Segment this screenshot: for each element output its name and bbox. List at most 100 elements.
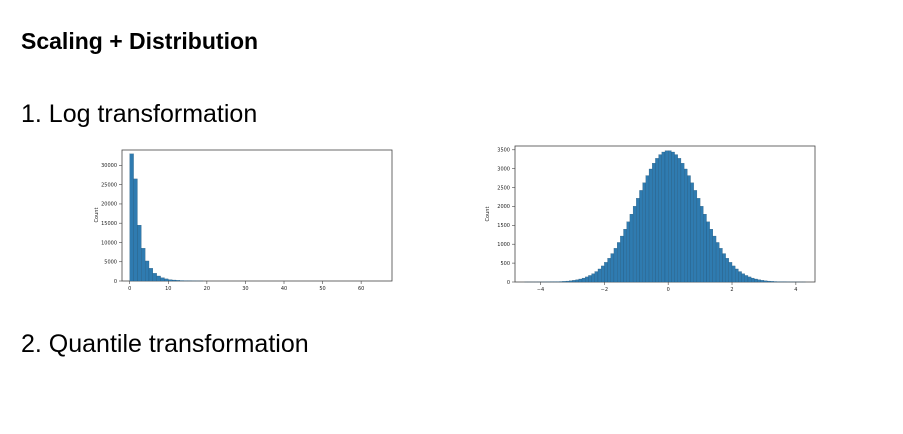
slide-title: Scaling + Distribution	[21, 28, 259, 54]
histogram-bar	[668, 150, 672, 283]
histogram-bar	[767, 280, 771, 283]
histogram-bar	[578, 278, 583, 283]
y-axis-label: Count	[94, 208, 100, 223]
y-tick-label: 30000	[101, 163, 117, 169]
histogram-bar	[175, 280, 180, 282]
y-tick-label: 1000	[497, 242, 510, 248]
y-tick-label: 0	[507, 280, 510, 286]
histogram-bar	[645, 175, 650, 283]
x-tick-label: 40	[281, 286, 287, 292]
histogram-bar	[141, 248, 146, 282]
histogram-bar	[655, 158, 659, 283]
x-tick-label: −2	[601, 287, 608, 293]
histogram-bar	[744, 275, 749, 283]
histogram-bar	[712, 235, 717, 283]
histogram-bar	[636, 198, 640, 283]
y-tick-label: 20000	[101, 202, 117, 208]
histogram-bar	[137, 225, 142, 282]
histogram-bar	[581, 277, 586, 283]
section-heading-quantile: 2. Quantile transformation	[21, 330, 309, 358]
histogram-bar	[620, 235, 624, 283]
histogram-bar	[613, 248, 618, 283]
x-tick-label: 0	[128, 286, 131, 292]
histogram-bar	[680, 163, 685, 283]
histogram-bar	[585, 276, 589, 283]
histogram-bar	[709, 229, 713, 283]
histogram-bar	[575, 279, 579, 283]
y-tick-label: 1500	[497, 223, 510, 229]
histogram-bar	[674, 154, 678, 283]
y-tick-label: 2500	[497, 185, 510, 191]
histogram-bar	[562, 281, 567, 283]
histogram-bar	[760, 280, 765, 283]
plot-frame	[121, 149, 393, 282]
x-tick-label: 30	[242, 286, 248, 292]
histogram-bar	[696, 198, 701, 283]
histogram-bar	[148, 268, 153, 282]
y-tick-label: 3500	[497, 148, 510, 154]
histogram-bar	[719, 248, 723, 283]
histogram-bar	[757, 279, 761, 283]
histogram-bar	[715, 242, 720, 283]
histogram-bar	[770, 281, 774, 283]
histogram-bar	[152, 273, 157, 282]
x-tick-label: 4	[794, 287, 797, 293]
histogram-bar	[671, 151, 675, 283]
x-tick-label: 20	[204, 286, 210, 292]
x-tick-label: 60	[358, 286, 364, 292]
y-tick-label: 15000	[101, 221, 117, 227]
y-tick-label: 5000	[104, 260, 117, 266]
histogram-bar	[661, 151, 666, 283]
y-tick-label: 2000	[497, 204, 510, 210]
histogram-bar	[754, 278, 758, 283]
histogram-bar	[601, 265, 605, 283]
histogram-bar	[168, 279, 173, 282]
histogram-bar	[741, 273, 745, 283]
histogram-bar	[731, 265, 736, 283]
histogram-bar	[728, 262, 733, 283]
histogram-bar	[565, 280, 570, 283]
histogram-bar	[591, 273, 595, 283]
y-axis-label: Count	[485, 207, 491, 222]
quantile-transformation-histogram: Count 0 500 1000 1500 2000 2500 3000 3500 −4 −2 0 2…	[485, 145, 816, 293]
histogram-bar	[706, 221, 710, 283]
histogram-bar	[648, 168, 653, 283]
histogram-bar	[610, 253, 615, 283]
histogram-bar	[642, 182, 646, 283]
histogram-bar	[623, 229, 627, 283]
histogram-bar	[629, 214, 634, 283]
x-tick-label: 10	[165, 286, 171, 292]
histogram-bar	[572, 280, 576, 283]
histogram-bar	[735, 268, 739, 283]
histogram-bar	[693, 190, 698, 283]
histogram-bar	[751, 277, 755, 283]
y-tick-label: 25000	[101, 182, 117, 188]
histogram-bar	[632, 206, 637, 283]
histogram-bar	[569, 280, 573, 283]
histogram-bar	[626, 221, 631, 283]
histogram-bar	[594, 271, 599, 283]
histogram-bar	[763, 280, 768, 283]
section-heading-log: 1. Log transformation	[21, 100, 258, 128]
histogram-bar	[664, 150, 669, 283]
x-tick-label: 2	[730, 287, 733, 293]
histogram-bar	[738, 271, 742, 283]
histogram-bar	[639, 190, 643, 283]
y-tick-label: 10000	[101, 240, 117, 246]
histogram-bar	[617, 242, 621, 283]
histogram-bar	[677, 158, 682, 283]
histogram-bar	[160, 277, 165, 282]
x-tick-label: −4	[537, 287, 544, 293]
histogram-bar	[699, 206, 704, 283]
histogram-bar	[145, 260, 150, 282]
histogram-bar	[604, 262, 608, 283]
histogram-bar	[156, 275, 161, 282]
x-tick-label: 0	[667, 287, 670, 293]
histogram-bar	[607, 258, 611, 283]
histogram-bar	[684, 168, 688, 283]
y-tick-label: 500	[500, 261, 510, 267]
y-tick-label: 0	[114, 279, 117, 285]
histogram-bar	[725, 258, 729, 283]
histogram-bar	[652, 163, 656, 283]
histogram-bar	[164, 278, 169, 282]
